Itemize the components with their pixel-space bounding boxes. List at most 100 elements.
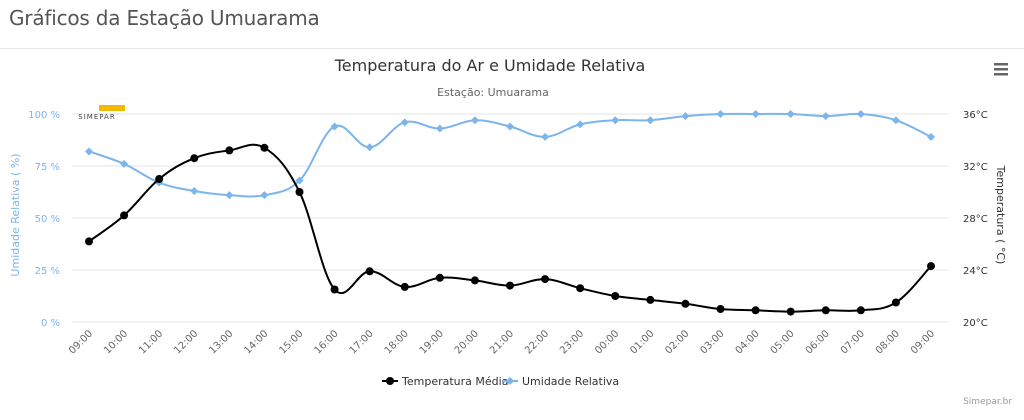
chart-menu-button[interactable] <box>992 61 1010 77</box>
chart-title: Temperatura do Ar e Umidade Relativa <box>334 56 646 75</box>
left-tick-label: 0 % <box>41 318 60 329</box>
right-tick-label: 28°C <box>963 214 988 225</box>
legend-item-humidity[interactable]: Umidade Relativa <box>502 375 619 388</box>
humidity-point[interactable] <box>470 116 479 125</box>
series-temperature <box>85 143 935 316</box>
humidity-point[interactable] <box>541 132 550 141</box>
temperature-point[interactable] <box>576 284 585 293</box>
temperature-point[interactable] <box>786 307 795 316</box>
temperature-point[interactable] <box>646 295 655 304</box>
x-tick-label: 06:00 <box>804 328 832 356</box>
left-axis-label: Umidade Relativa ( %) <box>9 153 22 276</box>
humidity-point[interactable] <box>260 191 269 200</box>
humidity-point[interactable] <box>751 110 760 118</box>
temperature-point[interactable] <box>330 285 339 294</box>
credits[interactable]: Simepar.br <box>963 397 1012 407</box>
x-tick-label: 05:00 <box>769 328 797 356</box>
x-tick-label: 02:00 <box>663 328 691 356</box>
humidity-point[interactable] <box>365 143 374 152</box>
temperature-point[interactable] <box>541 275 550 284</box>
temperature-point[interactable] <box>365 267 374 276</box>
temperature-point[interactable] <box>611 292 620 300</box>
temperature-point[interactable] <box>470 276 479 285</box>
temperature-point[interactable] <box>716 305 725 313</box>
temperature-point[interactable] <box>190 154 199 163</box>
temperature-point[interactable] <box>260 143 269 152</box>
left-axis-ticks: 0 % 25 % 50 % 75 % 100 % <box>28 110 60 329</box>
humidity-point[interactable] <box>611 116 620 125</box>
right-tick-label: 32°C <box>963 162 988 173</box>
humidity-point[interactable] <box>821 112 830 121</box>
temperature-point[interactable] <box>856 306 865 315</box>
humidity-point[interactable] <box>190 186 199 195</box>
humidity-point[interactable] <box>506 122 514 131</box>
x-tick-label: 17:00 <box>348 328 376 356</box>
humidity-point[interactable] <box>891 116 900 125</box>
x-tick-label: 12:00 <box>172 328 200 356</box>
chart-svg: Temperatura do Ar e Umidade Relativa Est… <box>9 56 1012 407</box>
temperature-point[interactable] <box>155 175 164 183</box>
page-header: Gráficos da Estação Umuarama <box>0 0 1024 49</box>
humidity-point[interactable] <box>786 110 795 118</box>
right-tick-label: 36°C <box>963 110 988 121</box>
humidity-point[interactable] <box>330 122 339 131</box>
legend: Temperatura Média Umidade Relativa <box>382 375 619 388</box>
humidity-point[interactable] <box>295 176 304 185</box>
hamburger-menu-icon <box>994 63 1008 76</box>
left-tick-label: 25 % <box>35 266 60 277</box>
right-axis-label: Temperatura ( °C) <box>994 165 1007 265</box>
series-humidity <box>85 110 935 200</box>
humidity-point[interactable] <box>400 118 409 127</box>
page-title: Gráficos da Estação Umuarama <box>9 6 320 30</box>
humidity-point[interactable] <box>646 116 655 125</box>
right-axis-ticks: 20°C 24°C 28°C 32°C 36°C <box>963 110 988 329</box>
temperature-point[interactable] <box>927 262 935 271</box>
humidity-point[interactable] <box>927 132 935 141</box>
left-tick-label: 75 % <box>35 162 60 173</box>
legend-marker-icon <box>506 377 514 385</box>
x-tick-label: 23:00 <box>558 328 586 356</box>
temperature-point[interactable] <box>506 281 514 290</box>
temperature-point[interactable] <box>295 188 304 196</box>
x-tick-label: 07:00 <box>839 328 867 356</box>
humidity-point[interactable] <box>435 124 444 133</box>
x-tick-label: 19:00 <box>418 328 446 356</box>
left-tick-label: 100 % <box>28 110 60 121</box>
temperature-point[interactable] <box>891 298 900 307</box>
right-tick-label: 24°C <box>963 266 988 277</box>
temperature-point[interactable] <box>435 273 444 282</box>
x-tick-label: 16:00 <box>313 328 341 356</box>
simepar-logo-icon: SIMEPAR <box>78 105 125 121</box>
x-tick-label: 09:00 <box>67 328 95 356</box>
temperature-point[interactable] <box>681 299 690 308</box>
humidity-point[interactable] <box>716 110 725 118</box>
temperature-point[interactable] <box>400 282 409 291</box>
humidity-point[interactable] <box>225 191 234 200</box>
humidity-point[interactable] <box>85 147 93 156</box>
x-tick-label: 10:00 <box>102 328 130 356</box>
legend-label: Temperatura Média <box>401 375 508 388</box>
legend-marker-icon <box>386 377 394 385</box>
humidity-point[interactable] <box>681 112 690 121</box>
humidity-point[interactable] <box>120 159 129 168</box>
x-tick-label: 04:00 <box>734 328 762 356</box>
x-tick-label: 20:00 <box>453 328 481 356</box>
x-tick-label: 11:00 <box>137 328 165 356</box>
x-tick-label: 14:00 <box>242 328 270 356</box>
x-tick-label: 09:00 <box>909 328 937 356</box>
temperature-point[interactable] <box>821 306 830 315</box>
humidity-point[interactable] <box>856 110 865 118</box>
x-axis-ticks: 09:00 10:00 11:00 12:00 13:00 14:00 15:00 16:00… <box>67 328 937 356</box>
humidity-point[interactable] <box>576 120 585 129</box>
x-tick-label: 03:00 <box>698 328 726 356</box>
temperature-point[interactable] <box>751 306 760 315</box>
temperature-point[interactable] <box>120 211 129 220</box>
temperature-point[interactable] <box>225 146 234 155</box>
temperature-point[interactable] <box>85 237 93 246</box>
x-tick-label: 21:00 <box>488 328 516 356</box>
left-tick-label: 50 % <box>35 214 60 225</box>
grid-lines <box>72 113 948 323</box>
legend-item-temperature[interactable]: Temperatura Média <box>382 375 508 388</box>
legend-label: Umidade Relativa <box>522 375 619 388</box>
x-tick-label: 01:00 <box>628 328 656 356</box>
